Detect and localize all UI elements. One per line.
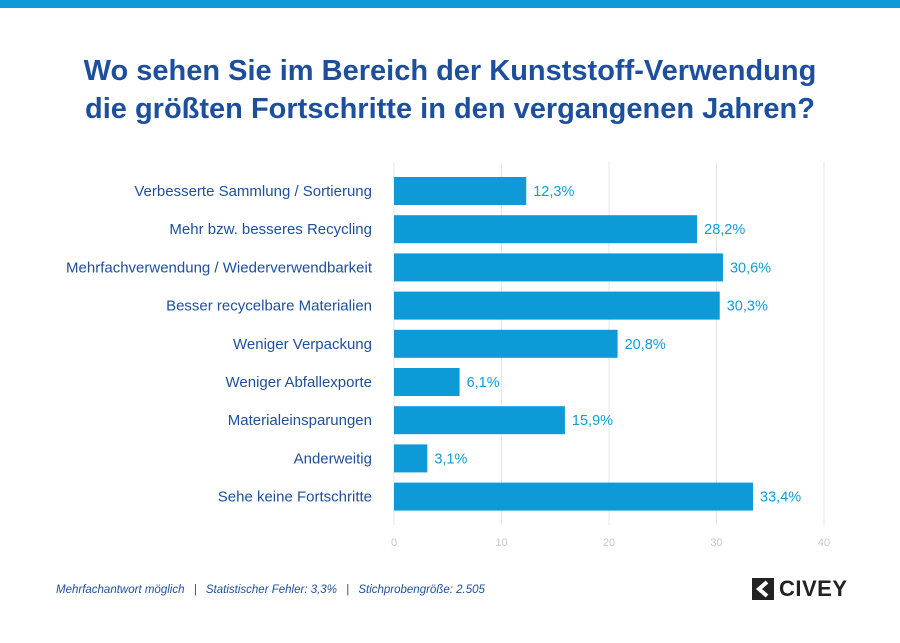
bar xyxy=(394,482,754,511)
bar xyxy=(394,444,428,473)
bar xyxy=(394,406,565,435)
footer-separator: | xyxy=(346,584,350,596)
category-label: Materialeinsparungen xyxy=(228,412,372,429)
bar xyxy=(394,368,460,396)
footer-note-sample-size: Stichprobengröße: 2.505 xyxy=(358,584,485,596)
footer-note-statistical-error: Statistischer Fehler: 3,3% xyxy=(205,584,337,596)
x-tick-label: 0 xyxy=(391,537,397,549)
x-tick-label: 40 xyxy=(818,537,830,549)
bar xyxy=(394,177,527,205)
title-line-1: Wo sehen Sie im Bereich der Kunststoff-V… xyxy=(83,55,817,87)
bar xyxy=(394,329,618,358)
top-accent-bar xyxy=(0,0,900,8)
footer-note-multiple-answers: Mehrfachantwort möglich xyxy=(56,584,185,596)
footer-notes: Mehrfachantwort möglich | Statistischer … xyxy=(56,584,485,596)
data-label: 20,8% xyxy=(625,337,666,353)
category-label: Anderweitig xyxy=(294,450,372,467)
bar xyxy=(394,291,720,320)
x-tick-label: 20 xyxy=(603,537,615,549)
civey-logo-icon xyxy=(752,578,774,600)
category-label: Sehe keine Fortschritte xyxy=(218,489,372,506)
data-label: 28,2% xyxy=(704,222,745,238)
data-label: 3,1% xyxy=(434,451,467,467)
category-label: Besser recycelbare Materialien xyxy=(166,298,372,315)
category-label: Weniger Verpackung xyxy=(233,336,372,353)
category-label: Mehr bzw. besseres Recycling xyxy=(169,221,372,238)
civey-logo: CIVEY xyxy=(752,576,848,602)
title-line-2: die größten Fortschritte in den vergange… xyxy=(85,93,815,125)
category-label: Verbesserte Sammlung / Sortierung xyxy=(134,183,372,200)
data-label: 15,9% xyxy=(572,413,613,429)
data-label: 33,4% xyxy=(760,490,801,506)
bar xyxy=(394,215,698,244)
data-label: 30,3% xyxy=(727,299,768,315)
chart-title: Wo sehen Sie im Bereich der Kunststoff-V… xyxy=(0,52,900,128)
x-tick-label: 30 xyxy=(710,537,722,549)
logo-text: CIVEY xyxy=(779,576,848,601)
footer-separator: | xyxy=(193,584,197,596)
bar xyxy=(394,253,723,282)
data-label: 30,6% xyxy=(730,260,771,276)
category-label: Mehrfachverwendung / Wiederverwendbarkei… xyxy=(66,259,373,276)
category-label: Weniger Abfallexporte xyxy=(226,374,372,391)
x-tick-label: 10 xyxy=(495,537,507,549)
data-label: 6,1% xyxy=(467,375,500,391)
data-label: 12,3% xyxy=(533,184,574,200)
